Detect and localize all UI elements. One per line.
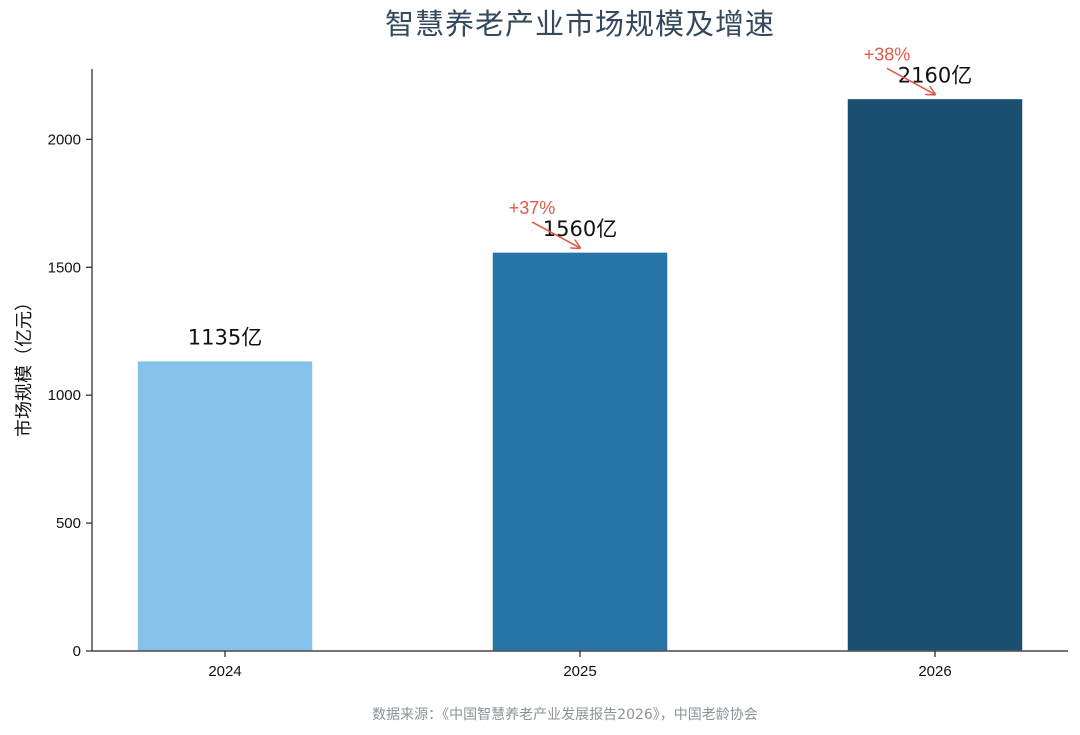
- y-tick-label: 1000: [48, 387, 81, 404]
- y-tick-label: 1500: [48, 259, 81, 276]
- x-tick-label: 2024: [208, 663, 241, 680]
- bar-2025: [491, 251, 669, 652]
- plot-area: 0 500 1000 1500 2000 2024 1135亿 2025 1560亿 2026 21…: [48, 44, 1024, 680]
- bar-2026: [846, 97, 1024, 652]
- value-label: 1560亿: [543, 217, 617, 241]
- y-tick-label: 0: [73, 643, 81, 660]
- growth-label: +37%: [509, 198, 556, 218]
- chart-title: 智慧养老产业市场规模及增速: [385, 7, 775, 41]
- growth-arrow: [886, 67, 935, 94]
- y-tick-label: 2000: [48, 131, 81, 148]
- growth-label: +38%: [864, 44, 911, 64]
- growth-arrow: [531, 221, 580, 248]
- source-note: 数据来源：《中国智慧养老产业发展报告2026》，中国老龄协会: [372, 707, 758, 723]
- x-tick-label: 2026: [918, 663, 951, 680]
- y-tick-label: 500: [56, 515, 81, 532]
- x-tick-label: 2025: [563, 663, 596, 680]
- y-axis-label: 市场规模（亿元）: [14, 293, 35, 437]
- value-label: 2160亿: [898, 63, 972, 87]
- value-label: 1135亿: [188, 326, 262, 350]
- bar-2024: [136, 359, 314, 652]
